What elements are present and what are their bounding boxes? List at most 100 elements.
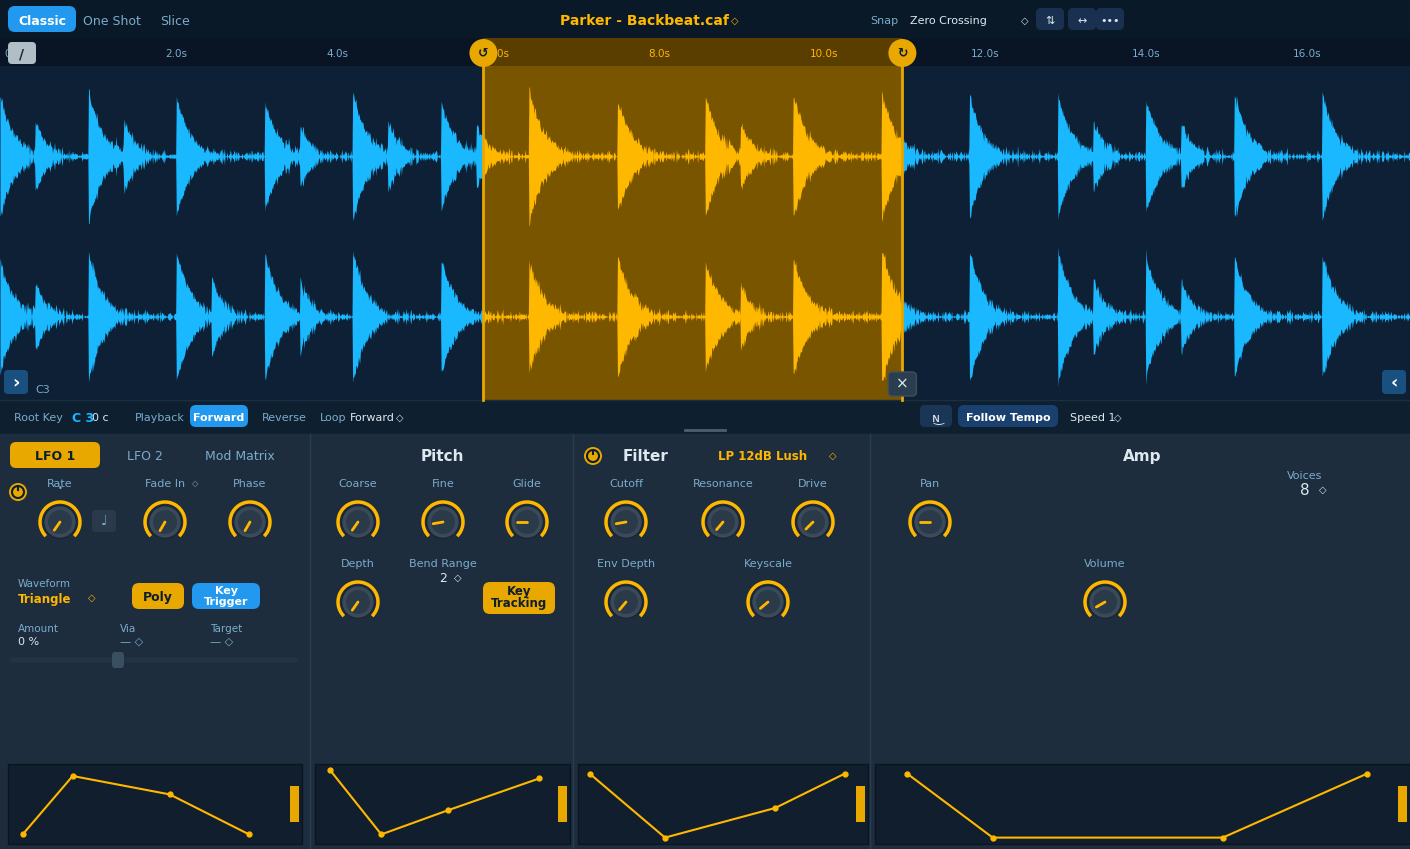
Bar: [8, 764, 302, 844]
Text: Triangle: Triangle: [18, 593, 72, 606]
FancyBboxPatch shape: [1382, 370, 1406, 394]
Bar: [558, 786, 567, 822]
Text: Coarse: Coarse: [338, 479, 378, 489]
Bar: [484, 38, 902, 400]
Text: — ◇: — ◇: [210, 637, 233, 647]
Text: Amp: Amp: [1122, 448, 1162, 464]
Circle shape: [154, 510, 178, 534]
Circle shape: [510, 506, 543, 538]
Text: 16.0s: 16.0s: [1293, 49, 1321, 59]
Text: ◇: ◇: [1114, 413, 1122, 423]
Text: Bend Range: Bend Range: [409, 559, 477, 569]
Circle shape: [48, 510, 72, 534]
Text: 14.0s: 14.0s: [1132, 49, 1160, 59]
Circle shape: [914, 506, 946, 538]
Bar: [290, 786, 299, 822]
Text: 2.0s: 2.0s: [165, 49, 188, 59]
Bar: [484, 38, 902, 66]
FancyBboxPatch shape: [4, 370, 28, 394]
Text: Playback: Playback: [135, 413, 185, 423]
Text: ›: ›: [13, 374, 20, 392]
Text: 2: 2: [439, 571, 447, 584]
FancyBboxPatch shape: [192, 583, 259, 609]
Circle shape: [609, 586, 643, 618]
Circle shape: [148, 506, 182, 538]
Text: Key: Key: [506, 586, 532, 599]
Circle shape: [238, 510, 262, 534]
Text: Via: Via: [120, 624, 137, 634]
Text: Filter: Filter: [623, 448, 668, 464]
Circle shape: [756, 590, 780, 614]
Text: 12.0s: 12.0s: [971, 49, 1000, 59]
Text: ♩: ♩: [100, 514, 107, 528]
Text: Snap: Snap: [870, 16, 898, 26]
FancyBboxPatch shape: [8, 42, 37, 64]
FancyBboxPatch shape: [133, 583, 183, 609]
Text: LFO 1: LFO 1: [35, 449, 75, 463]
Text: Zero Crossing: Zero Crossing: [909, 16, 987, 26]
Circle shape: [918, 510, 942, 534]
Circle shape: [801, 510, 825, 534]
Circle shape: [706, 506, 739, 538]
Circle shape: [609, 506, 643, 538]
Circle shape: [427, 506, 460, 538]
Text: 0 c: 0 c: [92, 413, 109, 423]
Bar: [0, 38, 1410, 400]
Circle shape: [470, 39, 498, 67]
FancyBboxPatch shape: [919, 405, 952, 427]
Text: Forward: Forward: [350, 413, 395, 423]
Text: 0.0s: 0.0s: [4, 49, 25, 59]
Circle shape: [8, 483, 27, 501]
Text: ◇: ◇: [87, 593, 96, 603]
Text: C3: C3: [35, 385, 49, 395]
Text: Key: Key: [214, 586, 237, 596]
Bar: [1397, 786, 1407, 822]
Text: ɴ͜: ɴ͜: [932, 412, 940, 424]
Text: Env Depth: Env Depth: [596, 559, 656, 569]
Text: Glide: Glide: [513, 479, 541, 489]
Text: ◇: ◇: [829, 451, 836, 461]
Circle shape: [341, 586, 375, 618]
Circle shape: [797, 506, 829, 538]
Text: Root Key: Root Key: [14, 413, 63, 423]
Circle shape: [752, 586, 784, 618]
Text: 6.0s: 6.0s: [488, 49, 509, 59]
Text: C 3: C 3: [72, 412, 94, 424]
Text: 4.0s: 4.0s: [326, 49, 348, 59]
Text: Trigger: Trigger: [204, 597, 248, 607]
Text: Pitch: Pitch: [420, 448, 464, 464]
Circle shape: [44, 506, 76, 538]
Text: Rate: Rate: [47, 479, 73, 489]
Text: Poly: Poly: [142, 591, 173, 604]
Circle shape: [711, 510, 735, 534]
Text: ↺: ↺: [478, 47, 489, 59]
FancyBboxPatch shape: [957, 405, 1058, 427]
Bar: [856, 786, 864, 822]
Text: Forward: Forward: [193, 413, 244, 423]
Text: Amount: Amount: [18, 624, 59, 634]
Text: Volume: Volume: [1084, 559, 1125, 569]
FancyBboxPatch shape: [888, 372, 916, 396]
FancyBboxPatch shape: [10, 442, 100, 468]
Circle shape: [345, 510, 369, 534]
Circle shape: [234, 506, 266, 538]
Text: ↔: ↔: [1077, 16, 1087, 26]
Text: •••: •••: [1100, 16, 1120, 26]
Bar: [0, 38, 1410, 66]
Circle shape: [1089, 586, 1121, 618]
Text: Drive: Drive: [798, 479, 828, 489]
Bar: [314, 764, 570, 844]
Text: ◇: ◇: [454, 573, 461, 583]
Circle shape: [888, 39, 916, 67]
Text: — ◇: — ◇: [120, 637, 144, 647]
FancyBboxPatch shape: [8, 6, 76, 32]
Text: ↻: ↻: [897, 47, 908, 59]
Text: ◇: ◇: [1021, 16, 1029, 26]
Text: ⇅: ⇅: [1045, 16, 1055, 26]
Text: LFO 2: LFO 2: [127, 449, 164, 463]
Circle shape: [613, 590, 637, 614]
Text: Speed 1: Speed 1: [1070, 413, 1115, 423]
Circle shape: [515, 510, 539, 534]
Text: Fine: Fine: [431, 479, 454, 489]
FancyBboxPatch shape: [1096, 8, 1124, 30]
